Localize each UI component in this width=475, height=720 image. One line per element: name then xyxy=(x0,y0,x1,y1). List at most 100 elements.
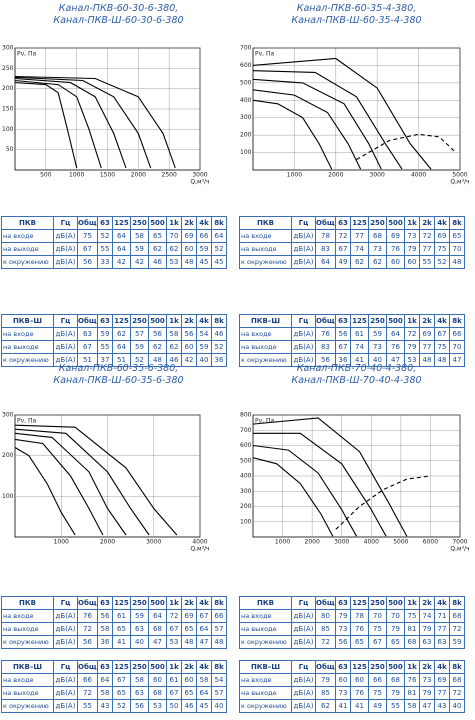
cell: 48 xyxy=(181,635,197,649)
cell: 55 xyxy=(386,699,405,713)
cell: 55 xyxy=(97,242,113,256)
cell: 46 xyxy=(148,255,167,269)
cell: 58 xyxy=(196,673,212,687)
cell: 53 xyxy=(166,635,182,649)
header-cell: Гц xyxy=(53,660,78,674)
cell: 72 xyxy=(449,622,465,636)
cell: 71 xyxy=(434,609,450,623)
header-cell: 125 xyxy=(112,216,131,230)
cell: 40 xyxy=(449,699,465,713)
cell: 42 xyxy=(112,255,131,269)
y-axis-label: Pv, Па xyxy=(17,51,36,58)
header-cell: 500 xyxy=(148,660,167,674)
cell: 79 xyxy=(335,609,351,623)
cell: дБ(А) xyxy=(291,699,316,713)
cell: 79 xyxy=(419,686,435,700)
header-cell: 500 xyxy=(148,216,167,230)
cell: 68 xyxy=(449,609,465,623)
x-axis-label: Q,м³/ч xyxy=(450,179,469,186)
row-label: к окружению xyxy=(1,699,54,713)
cell: 67 xyxy=(77,242,98,256)
cell: дБ(А) xyxy=(53,609,78,623)
cell: 63 xyxy=(130,622,149,636)
cell: 55 xyxy=(77,699,98,713)
data-row: на входе дБ(А) 78 72 77 68 69 73 72 69 65 xyxy=(239,229,465,243)
header-cell: 500 xyxy=(386,314,405,328)
header-row: ПКВ–Ш Гц Общ. 63 125 250 500 1k 2k 4k 8k xyxy=(1,314,227,328)
header-cell: 2k xyxy=(181,596,197,610)
section-title: Канал-ПКВ-60-30-6-380, xyxy=(58,3,179,14)
cell: 57 xyxy=(211,622,227,636)
cell: 64 xyxy=(148,609,167,623)
cell: 36 xyxy=(211,353,227,367)
cell: 60 xyxy=(148,673,167,687)
y-tick-label: 100 xyxy=(240,518,252,525)
cell: 68 xyxy=(386,673,405,687)
cell: 48 xyxy=(211,635,227,649)
x-tick-label: 3000 xyxy=(192,172,207,179)
header-cell: 4k xyxy=(434,660,450,674)
x-tick-label: 5000 xyxy=(393,539,408,546)
cell: 46 xyxy=(181,699,197,713)
cell: 61 xyxy=(112,609,131,623)
cell: 70 xyxy=(449,340,465,354)
data-row: к окружению дБ(А) 72 56 65 67 65 68 63 63 59 xyxy=(239,635,465,649)
header-cell: 8k xyxy=(449,596,465,610)
cell: 46 xyxy=(166,353,182,367)
cell: 67 xyxy=(434,327,450,341)
header-cell: 2k xyxy=(419,660,435,674)
cell: 73 xyxy=(335,622,351,636)
cell: 83 xyxy=(315,340,336,354)
cell: 60 xyxy=(350,673,369,687)
header-cell: 4k xyxy=(196,314,212,328)
row-label: на входе xyxy=(239,229,292,243)
cell: дБ(А) xyxy=(53,635,78,649)
cell: 81 xyxy=(404,622,420,636)
fan-curve xyxy=(252,89,362,170)
cell: 72 xyxy=(404,327,420,341)
y-tick-label: 100 xyxy=(2,126,14,133)
data-row: на входе дБ(А) 63 59 62 57 56 58 56 54 46 xyxy=(1,327,227,341)
data-row: на входе дБ(А) 76 56 61 59 64 72 69 67 66 xyxy=(239,327,465,341)
cell: 69 xyxy=(434,673,450,687)
cell: 65 xyxy=(148,229,167,243)
cell: 70 xyxy=(166,229,182,243)
cell: 61 xyxy=(166,673,182,687)
cell: 65 xyxy=(112,686,131,700)
header-cell: 250 xyxy=(368,596,387,610)
cell: 64 xyxy=(196,622,212,636)
cell: 40 xyxy=(130,635,149,649)
data-row: к окружению дБ(А) 62 41 41 49 55 58 47 43 40 xyxy=(239,699,465,713)
data-row: на выходе дБ(А) 72 58 65 63 68 67 65 64 57 xyxy=(1,622,227,636)
row-label: на входе xyxy=(1,327,54,341)
cell: 48 xyxy=(148,353,167,367)
row-label: к окружению xyxy=(239,353,292,367)
x-tick-label: 2000 xyxy=(131,172,146,179)
cell: 47 xyxy=(449,353,465,367)
cell: 70 xyxy=(449,242,465,256)
cell: 64 xyxy=(315,255,336,269)
header-cell: 8k xyxy=(211,216,227,230)
header-cell: Общ. xyxy=(77,660,98,674)
cell: 52 xyxy=(112,699,131,713)
cell: 62 xyxy=(112,327,131,341)
cell: 65 xyxy=(350,635,369,649)
cell: 67 xyxy=(166,686,182,700)
y-tick-label: 500 xyxy=(240,457,252,464)
efficiency-curve xyxy=(335,475,431,530)
cell: 79 xyxy=(386,686,405,700)
plot-frame xyxy=(252,47,461,171)
header-cell: 63 xyxy=(97,596,113,610)
cell: 78 xyxy=(315,229,336,243)
fan-chart: 100 200 300 400 500 600 700 800 1000 2000 3000 4000… xyxy=(240,412,470,553)
cell: 40 xyxy=(368,353,387,367)
cell: 78 xyxy=(350,609,369,623)
header-row: ПКВ Гц Общ. 63 125 250 500 1k 2k 4k 8k xyxy=(1,216,227,230)
header-cell: 2k xyxy=(181,660,197,674)
cell: 66 xyxy=(368,673,387,687)
cell: 57 xyxy=(130,327,149,341)
y-tick-label: 600 xyxy=(240,442,252,449)
cell: 45 xyxy=(211,255,227,269)
cell: 75 xyxy=(434,340,450,354)
cell: 63 xyxy=(434,635,450,649)
